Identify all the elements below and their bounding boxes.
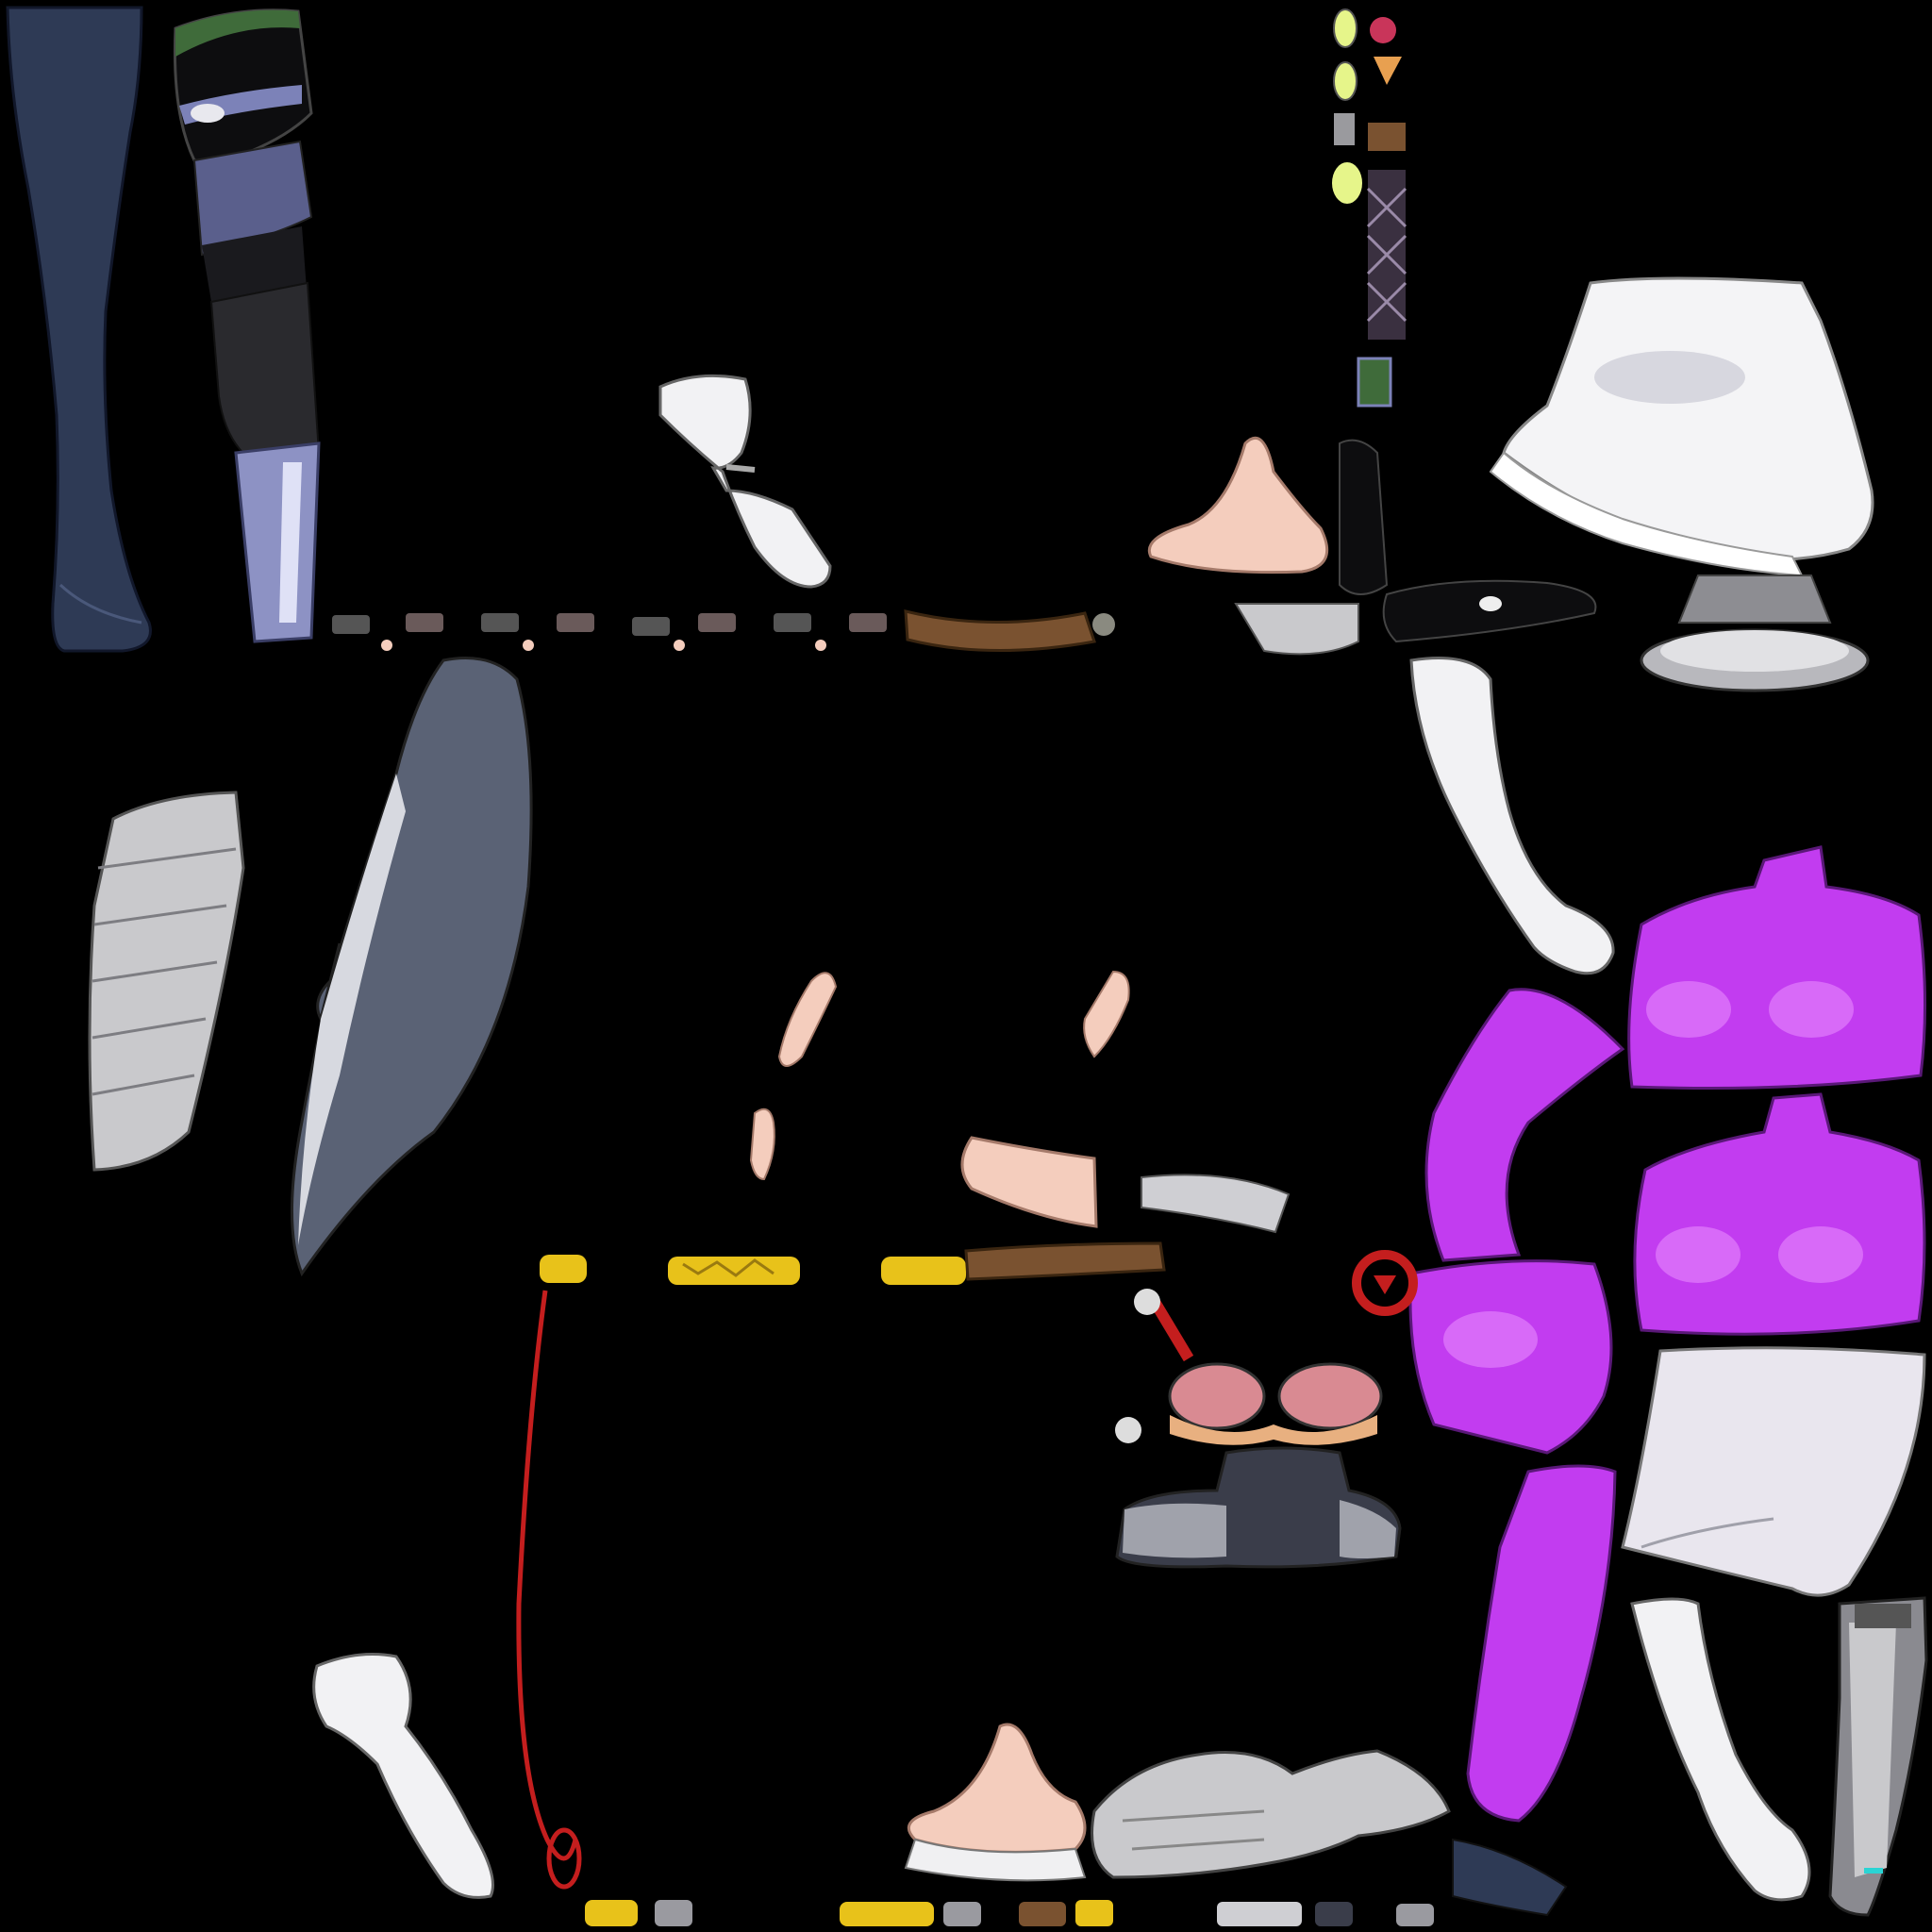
gold-trim-strips <box>540 1255 966 1285</box>
white-wrap-skirt <box>1621 1346 1926 1597</box>
skin-foot-bottom <box>904 1723 1087 1882</box>
navy-stocking-leg <box>6 6 152 653</box>
dark-collar-jacket <box>1115 1446 1402 1569</box>
red-cord-loop <box>516 1289 1194 1890</box>
white-long-glove-arm <box>1409 657 1615 975</box>
purple-torso-front <box>1627 845 1927 1090</box>
pink-bra-cups <box>1115 1362 1383 1445</box>
skin-forearm <box>960 1136 1098 1228</box>
skin-ear-right <box>1083 970 1130 1058</box>
braided-leather-strap <box>904 609 1115 653</box>
black-latex-thigh-boot <box>173 8 321 643</box>
white-glove-hand-upper <box>658 374 832 589</box>
purple-hip-piece <box>1408 1259 1613 1455</box>
grey-cyber-boot <box>1828 1596 1928 1917</box>
armored-boot-greave <box>1091 1749 1568 1917</box>
red-ring-emblem <box>1352 1250 1418 1316</box>
purple-torso-back <box>1633 1092 1926 1336</box>
skin-foot-top <box>1148 436 1329 575</box>
bottom-trim-row <box>585 1900 1434 1926</box>
white-ruffle-skirt <box>1489 276 1874 577</box>
ribbed-armor-plate <box>88 791 245 1172</box>
purple-sleeve-lower <box>1466 1464 1617 1823</box>
white-fist-arm <box>312 1653 494 1899</box>
slate-blade-panel <box>290 657 533 1277</box>
black-latex-shoulder <box>1234 439 1597 656</box>
purple-sleeve-upper <box>1424 988 1625 1262</box>
grey-pedestal-base <box>1640 575 1870 692</box>
silver-band <box>1141 1174 1291 1234</box>
leather-band <box>964 1241 1166 1281</box>
gem-ornament-column <box>1332 8 1407 408</box>
white-arm-lower-right <box>1630 1597 1811 1902</box>
strap-buckle-row <box>332 613 887 651</box>
skin-ear-left <box>749 972 838 1181</box>
